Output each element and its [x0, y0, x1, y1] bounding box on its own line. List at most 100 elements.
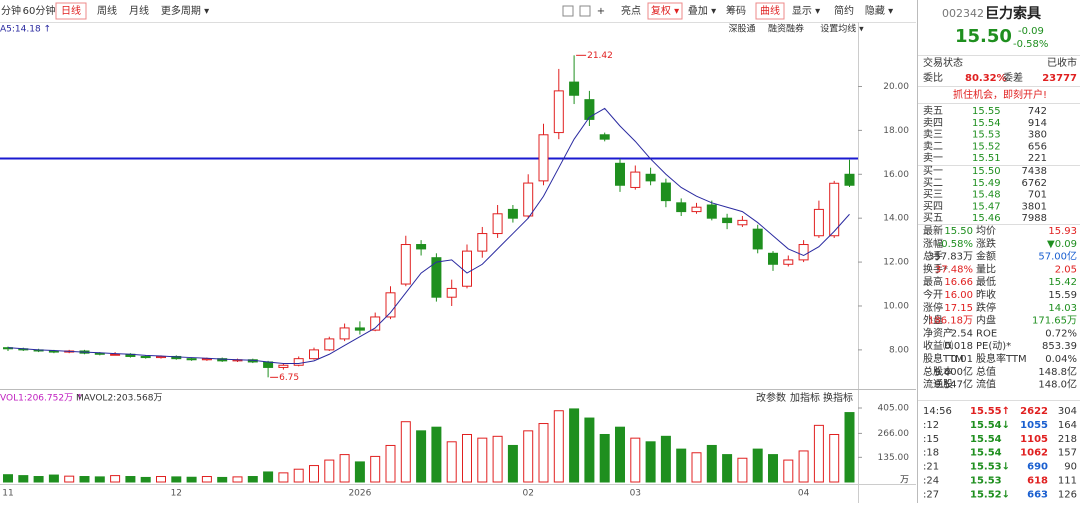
volume-bar [3, 474, 13, 483]
volume-bar [354, 461, 365, 483]
book-label: 卖三 [923, 129, 943, 141]
candle-body [844, 173, 855, 186]
y-tick-label: 18.00 [883, 126, 909, 136]
candle-body [615, 162, 625, 186]
period-button[interactable]: 分钟 [1, 4, 21, 17]
volume-bar [232, 476, 243, 483]
tick-price: 15.53 [970, 476, 1002, 487]
tick-time: :18 [923, 448, 939, 459]
volume-bar [752, 448, 763, 483]
volume-bar [217, 476, 228, 483]
period-button[interactable]: 60分钟 [23, 4, 56, 17]
tool-active[interactable] [755, 2, 785, 20]
candle-body [584, 99, 595, 120]
period-button[interactable]: 日线 [61, 4, 81, 17]
stat-value: 15.50 [944, 226, 973, 237]
tool-button[interactable]: 复权 ▾ [651, 4, 679, 17]
period-active[interactable] [55, 2, 87, 20]
icon[interactable] [562, 5, 574, 17]
book-label: 卖一 [923, 152, 943, 164]
volume-bar [278, 472, 289, 483]
candle-body [507, 208, 518, 219]
tool-button[interactable]: 简约 [834, 4, 854, 17]
tool-button[interactable]: 显示 ▾ [792, 5, 820, 17]
tick-volume: 2622 [1020, 406, 1048, 417]
y-tick-label: 405.00 [878, 404, 910, 414]
indicator-button[interactable]: 换指标 [823, 391, 853, 404]
book-price: 15.51 [972, 153, 1001, 164]
volume-bar [171, 476, 182, 483]
stat-value: ▼0.09 [1047, 239, 1077, 250]
icon[interactable] [579, 5, 591, 17]
stat-label: 股息率TTM [976, 352, 1027, 365]
book-label: 买二 [923, 177, 943, 189]
stat-label: 均价 [976, 225, 996, 237]
tick-price: 15.53↓ [970, 462, 1010, 473]
banner[interactable]: 抓住机会，即刻开户! [953, 88, 1047, 101]
y-tick-label: 8.00 [889, 345, 909, 355]
tick-price: 15.54 [970, 448, 1002, 459]
volume-bar [630, 437, 641, 483]
stat-label: 金额 [976, 250, 996, 263]
stat-label: 涨幅 [923, 237, 943, 250]
tick-volume: 1062 [1020, 448, 1048, 459]
book-label: 买四 [923, 200, 943, 212]
stat-label: 昨收 [976, 288, 996, 301]
period-button[interactable]: 周线 [97, 4, 117, 17]
stat-value: 16.66 [944, 277, 973, 288]
candle-body [752, 228, 763, 250]
stat-label: 内盘 [976, 314, 996, 327]
tool-button[interactable]: 曲线 [760, 4, 780, 17]
x-tick-label: 03 [630, 489, 641, 499]
volume-bar [64, 475, 75, 483]
candle-body [385, 292, 396, 318]
period-button[interactable]: 月线 [129, 4, 149, 17]
x-tick-label: 12 [171, 489, 182, 499]
volume-bar [798, 450, 809, 483]
zoom-in[interactable]: + [597, 6, 605, 17]
stat-label: 外盘 [923, 314, 943, 327]
volume-bar [462, 433, 472, 483]
stat-label: 总手 [923, 250, 943, 263]
candle-body [324, 338, 335, 351]
tool-button[interactable]: 亮点 [621, 4, 641, 17]
stat-value: 0.72% [1045, 328, 1077, 339]
stat-label: 总值 [976, 365, 996, 378]
volume-bar [416, 430, 427, 483]
tool-button[interactable]: 隐藏 ▾ [865, 5, 893, 17]
tool-button[interactable]: 筹码 [726, 4, 746, 17]
annotation: 21.42 [587, 51, 613, 61]
y-tick-label: 12.00 [883, 258, 909, 268]
chart-link[interactable]: 深股通 [728, 24, 755, 35]
ratio-value: 23777 [1042, 73, 1077, 84]
stat-label: 最高 [923, 275, 943, 288]
tick-time: :15 [923, 434, 939, 445]
volume-bar [94, 476, 105, 483]
indicator-button[interactable]: 改参数 [756, 391, 786, 404]
last-price: 15.50 [955, 26, 1012, 47]
y-tick-label: 135.00 [878, 453, 910, 463]
candle-body [768, 252, 778, 265]
tool-active[interactable] [647, 2, 683, 20]
stat-value: 16.00 [944, 290, 973, 301]
ratio-label: 委差 [1003, 71, 1023, 84]
indicator-button[interactable]: 加指标 [790, 391, 820, 404]
volume-label: MAVOL2:203.568万 [76, 394, 162, 404]
chart-link[interactable]: 设置均线 ▾ [820, 23, 864, 35]
stat-value: 37.48% [935, 264, 973, 275]
candle-body [691, 206, 702, 213]
volume-bar [477, 437, 488, 483]
tool-button[interactable]: 叠加 ▾ [688, 5, 716, 17]
tick-volume: 1055 [1020, 420, 1048, 431]
period-button[interactable]: 更多周期 ▾ [161, 4, 209, 17]
tick-volume: 663 [1027, 489, 1048, 500]
price-change: -0.09 [1018, 26, 1044, 37]
price-pct: -0.58% [1013, 39, 1048, 50]
chart-link[interactable]: 融资融券 [768, 23, 804, 35]
annotation: 6.75 [279, 373, 299, 383]
candle-body [110, 353, 121, 356]
book-volume: 7988 [1022, 213, 1047, 224]
candle-body [492, 213, 503, 235]
volume-bar [125, 476, 136, 483]
stock-code: 002342 [942, 7, 984, 20]
